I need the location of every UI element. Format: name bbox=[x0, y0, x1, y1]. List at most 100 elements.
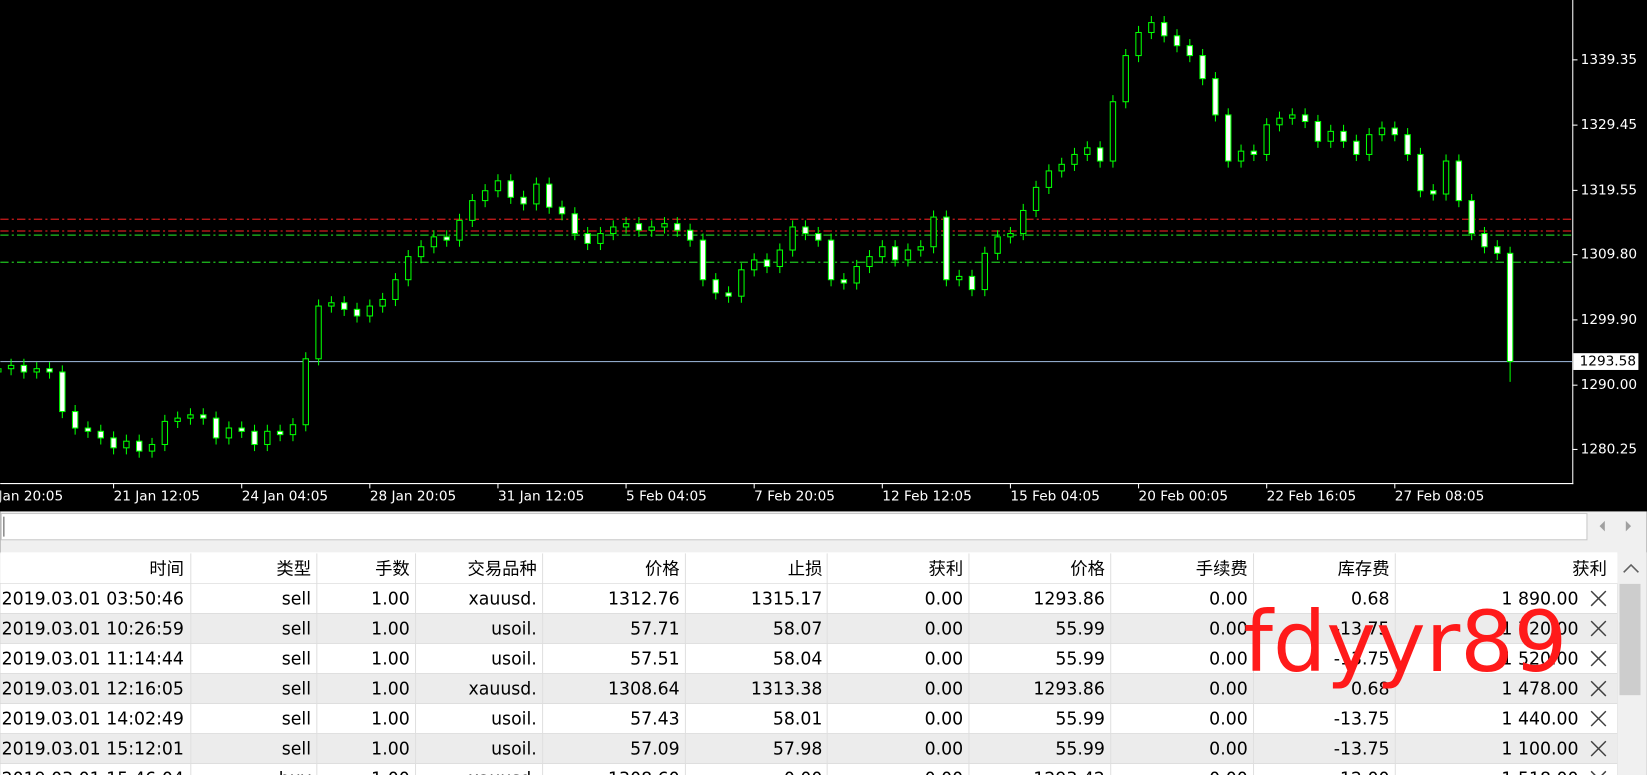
candle-body bbox=[1314, 120, 1322, 142]
scroll-left[interactable] bbox=[1599, 520, 1605, 532]
table-cell: 58.01 bbox=[773, 710, 823, 730]
table-cell: 1.00 bbox=[371, 740, 410, 760]
current-price-box bbox=[1573, 353, 1639, 370]
candle-body bbox=[366, 305, 374, 317]
candle-body bbox=[866, 256, 873, 268]
table-cell: 0.00 bbox=[925, 740, 964, 760]
close-order-button[interactable] bbox=[1590, 590, 1607, 607]
scroll-thumb-v[interactable] bbox=[1619, 583, 1641, 696]
candle-body bbox=[97, 430, 104, 439]
candle-body bbox=[699, 239, 707, 281]
table-cell: 1308.60 bbox=[608, 770, 680, 775]
table-cell: 1293.86 bbox=[1033, 590, 1105, 610]
table-cell: -13.75 bbox=[1334, 650, 1390, 670]
candle-body bbox=[1327, 130, 1334, 142]
candle-body bbox=[1391, 127, 1399, 136]
close-icon bbox=[1590, 710, 1607, 727]
candle-body bbox=[1096, 147, 1104, 162]
scroll-track[interactable] bbox=[0, 512, 1588, 541]
column-header: 价格 bbox=[1070, 559, 1105, 579]
table-cell: 2019.03.01 15:46:04 bbox=[2, 770, 184, 775]
candle-body bbox=[507, 180, 514, 198]
candle-body bbox=[738, 269, 745, 297]
close-order-button[interactable] bbox=[1590, 710, 1607, 727]
table-cell: 1.00 bbox=[371, 590, 410, 610]
candle-body bbox=[763, 259, 771, 268]
scroll-up[interactable] bbox=[1623, 563, 1639, 573]
table-cell: 1308.64 bbox=[608, 680, 680, 700]
candle-body bbox=[1340, 130, 1347, 142]
close-order-button[interactable] bbox=[1590, 740, 1607, 757]
candle-body bbox=[405, 256, 412, 281]
candle-body bbox=[558, 206, 566, 215]
close-order-button[interactable] bbox=[1590, 680, 1607, 697]
candle-body bbox=[276, 430, 284, 436]
candle-body bbox=[1225, 114, 1232, 162]
candle-body bbox=[392, 279, 399, 300]
candle-body bbox=[1084, 147, 1091, 155]
candle-body bbox=[200, 414, 207, 419]
candle-body bbox=[302, 358, 309, 426]
candle-body bbox=[1417, 153, 1424, 192]
table-cell: 0.68 bbox=[1351, 590, 1390, 610]
table-cell: 1.00 bbox=[371, 680, 410, 700]
close-order-button[interactable] bbox=[1590, 770, 1607, 775]
candle-body bbox=[0, 368, 2, 373]
plot-area bbox=[0, 16, 1573, 458]
candle-body bbox=[1032, 186, 1040, 212]
candle-body bbox=[1135, 31, 1142, 57]
candle-body bbox=[1186, 45, 1194, 57]
candle-body bbox=[469, 200, 476, 221]
column-header: 获利 bbox=[1572, 559, 1607, 579]
candle-body bbox=[725, 292, 732, 297]
table-cell: 1 100.00 bbox=[1501, 740, 1578, 760]
candle-body bbox=[1455, 160, 1463, 202]
candle-body bbox=[955, 275, 963, 281]
candle-body bbox=[1109, 101, 1117, 162]
table-cell: 1315.17 bbox=[751, 590, 823, 610]
candle-body bbox=[123, 440, 130, 449]
candle-body bbox=[635, 223, 643, 231]
table-cell: 0.00 bbox=[1209, 620, 1248, 640]
candle-body bbox=[443, 236, 450, 241]
candle-body bbox=[212, 417, 220, 439]
table-row bbox=[0, 733, 1618, 764]
table-row bbox=[0, 703, 1618, 734]
table-cell: 1.00 bbox=[371, 620, 410, 640]
candle-body bbox=[943, 216, 950, 281]
table-cell: 1293.86 bbox=[1033, 680, 1105, 700]
close-order-button[interactable] bbox=[1590, 650, 1607, 667]
candle-body bbox=[46, 368, 53, 373]
close-icon bbox=[1590, 770, 1607, 775]
table-cell: 57.09 bbox=[630, 740, 680, 760]
candle-body bbox=[148, 443, 156, 452]
candle-body bbox=[750, 259, 758, 271]
table-cell: usoil. bbox=[491, 740, 537, 760]
table-cell: 0.00 bbox=[784, 770, 823, 775]
table-row bbox=[0, 673, 1618, 704]
table-cell: 1.00 bbox=[371, 710, 410, 730]
x-tick-label: 15 Feb 04:05 bbox=[1010, 489, 1099, 505]
table-cell: -13.75 bbox=[1334, 710, 1390, 730]
table-cell: 0.00 bbox=[925, 710, 964, 730]
table-cell: 0.00 bbox=[925, 620, 964, 640]
table-cell: 1313.38 bbox=[751, 680, 823, 700]
close-icon bbox=[1590, 620, 1607, 637]
scroll-right[interactable] bbox=[1625, 520, 1632, 532]
column-header: 手数 bbox=[375, 559, 410, 579]
candle-body bbox=[789, 226, 796, 251]
column-header: 止损 bbox=[788, 559, 823, 579]
candle-body bbox=[930, 216, 937, 248]
candle-body bbox=[315, 305, 322, 360]
close-order-button[interactable] bbox=[1590, 620, 1607, 637]
table-cell: 55.99 bbox=[1055, 740, 1105, 760]
candle-body bbox=[776, 249, 784, 268]
candle-body bbox=[712, 279, 719, 294]
candle-body bbox=[1007, 233, 1014, 238]
candle-body bbox=[802, 226, 809, 235]
candle-body bbox=[520, 196, 527, 205]
table-row bbox=[0, 763, 1618, 775]
table-cell: -13.75 bbox=[1334, 740, 1390, 760]
candle-body bbox=[494, 180, 502, 192]
